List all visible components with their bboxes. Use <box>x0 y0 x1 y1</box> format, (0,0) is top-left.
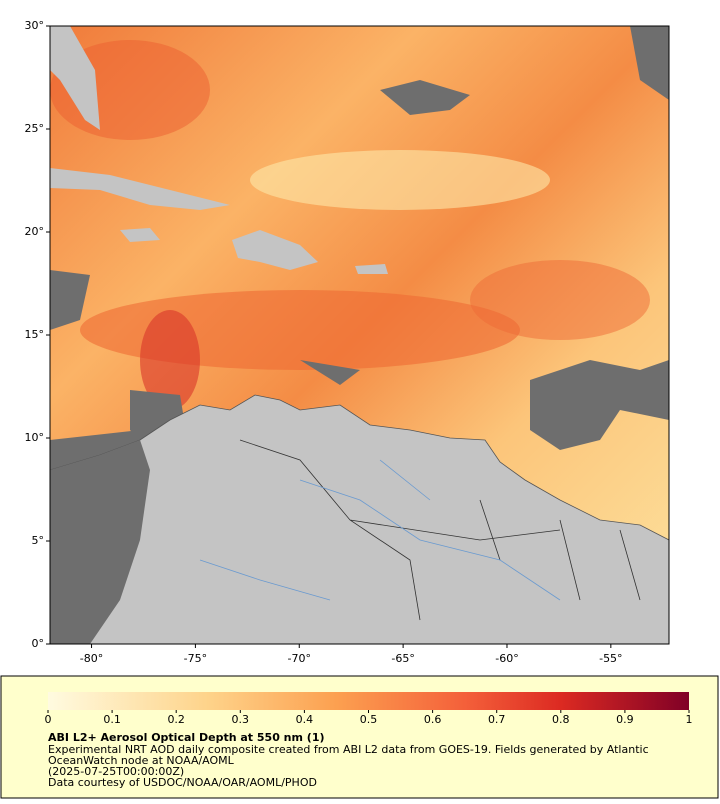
y-tick-label: 15° <box>25 328 45 341</box>
caption-line: (2025-07-25T00:00:00Z) <box>48 765 184 778</box>
y-tick-label: 10° <box>25 431 45 444</box>
colorbar-tick-label: 0.2 <box>167 713 185 726</box>
y-tick-label: 25° <box>25 122 45 135</box>
colorbar-tick-label: 0 <box>45 713 52 726</box>
colorbar-tick-label: 0.6 <box>424 713 442 726</box>
colorbar-tick-label: 0.3 <box>232 713 250 726</box>
colorbar-tick-label: 0.5 <box>360 713 378 726</box>
caption-line: Data courtesy of USDOC/NOAA/OAR/AOML/PHO… <box>48 776 317 789</box>
caption-line: Experimental NRT AOD daily composite cre… <box>48 743 649 756</box>
x-tick-label: -75° <box>184 652 207 665</box>
colorbar <box>48 692 689 710</box>
x-tick-label: -70° <box>288 652 311 665</box>
x-tick-label: -80° <box>80 652 103 665</box>
colorbar-tick-label: 0.4 <box>296 713 314 726</box>
colorbar-tick-label: 1 <box>686 713 693 726</box>
y-tick-label: 0° <box>32 637 45 650</box>
x-tick-label: -60° <box>495 652 518 665</box>
caption-title: ABI L2+ Aerosol Optical Depth at 550 nm … <box>48 731 325 744</box>
colorbar-tick-label: 0.7 <box>488 713 506 726</box>
x-tick-label: -55° <box>599 652 622 665</box>
colorbar-tick-label: 0.1 <box>103 713 121 726</box>
x-tick-label: -65° <box>391 652 414 665</box>
map-image <box>50 26 669 644</box>
y-tick-label: 20° <box>25 225 45 238</box>
caption-line: OceanWatch node at NOAA/AOML <box>48 754 235 767</box>
y-tick-label: 30° <box>25 19 45 32</box>
colorbar-tick-label: 0.9 <box>616 713 634 726</box>
colorbar-tick-label: 0.8 <box>552 713 570 726</box>
y-tick-label: 5° <box>32 534 45 547</box>
